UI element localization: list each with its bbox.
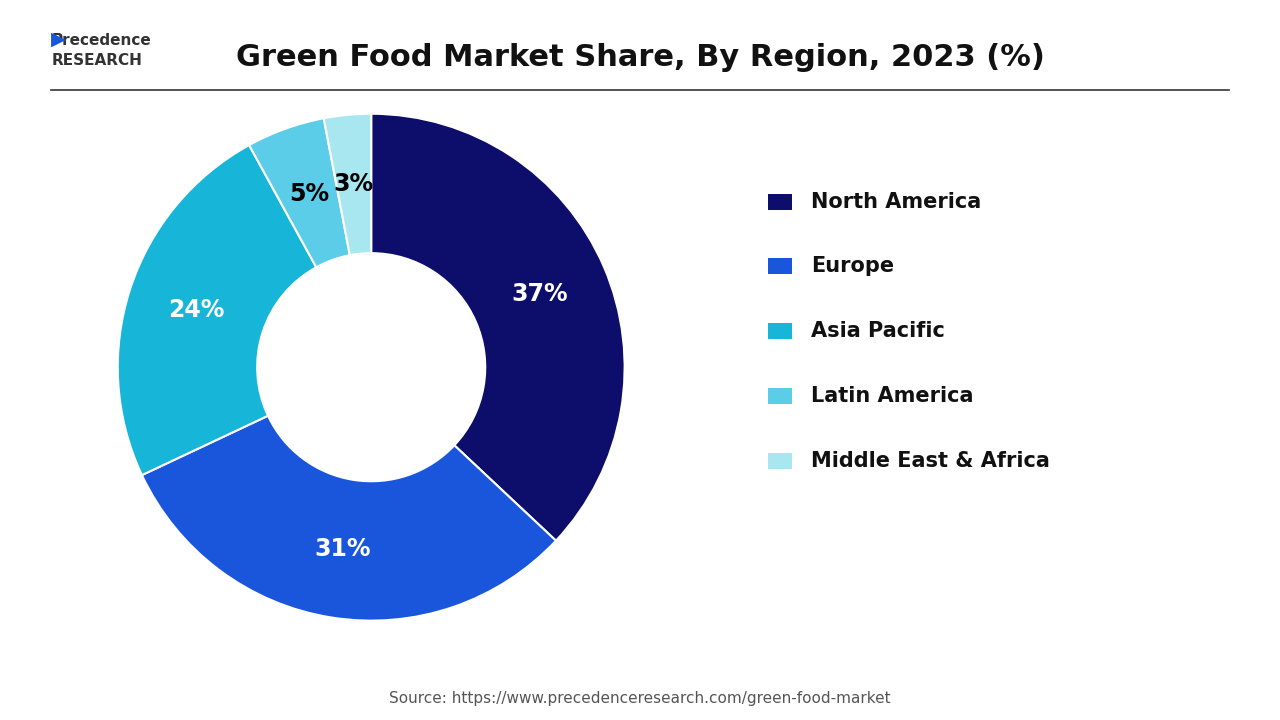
Wedge shape <box>142 415 556 621</box>
Text: 37%: 37% <box>512 282 568 306</box>
Text: 3%: 3% <box>334 172 374 197</box>
Wedge shape <box>118 145 316 475</box>
Wedge shape <box>250 118 349 267</box>
Text: 31%: 31% <box>314 536 371 561</box>
Text: Middle East & Africa: Middle East & Africa <box>812 451 1050 471</box>
Text: ▶: ▶ <box>51 30 67 49</box>
Wedge shape <box>324 114 371 255</box>
Text: North America: North America <box>812 192 982 212</box>
Text: Green Food Market Share, By Region, 2023 (%): Green Food Market Share, By Region, 2023… <box>236 43 1044 72</box>
Text: Europe: Europe <box>812 256 895 276</box>
Text: 24%: 24% <box>168 298 224 323</box>
Text: Latin America: Latin America <box>812 386 974 406</box>
Wedge shape <box>371 114 625 541</box>
Text: 5%: 5% <box>289 182 329 207</box>
Text: Precedence
RESEARCH: Precedence RESEARCH <box>51 33 151 68</box>
Text: Source: https://www.precedenceresearch.com/green-food-market: Source: https://www.precedenceresearch.c… <box>389 691 891 706</box>
Text: Asia Pacific: Asia Pacific <box>812 321 945 341</box>
